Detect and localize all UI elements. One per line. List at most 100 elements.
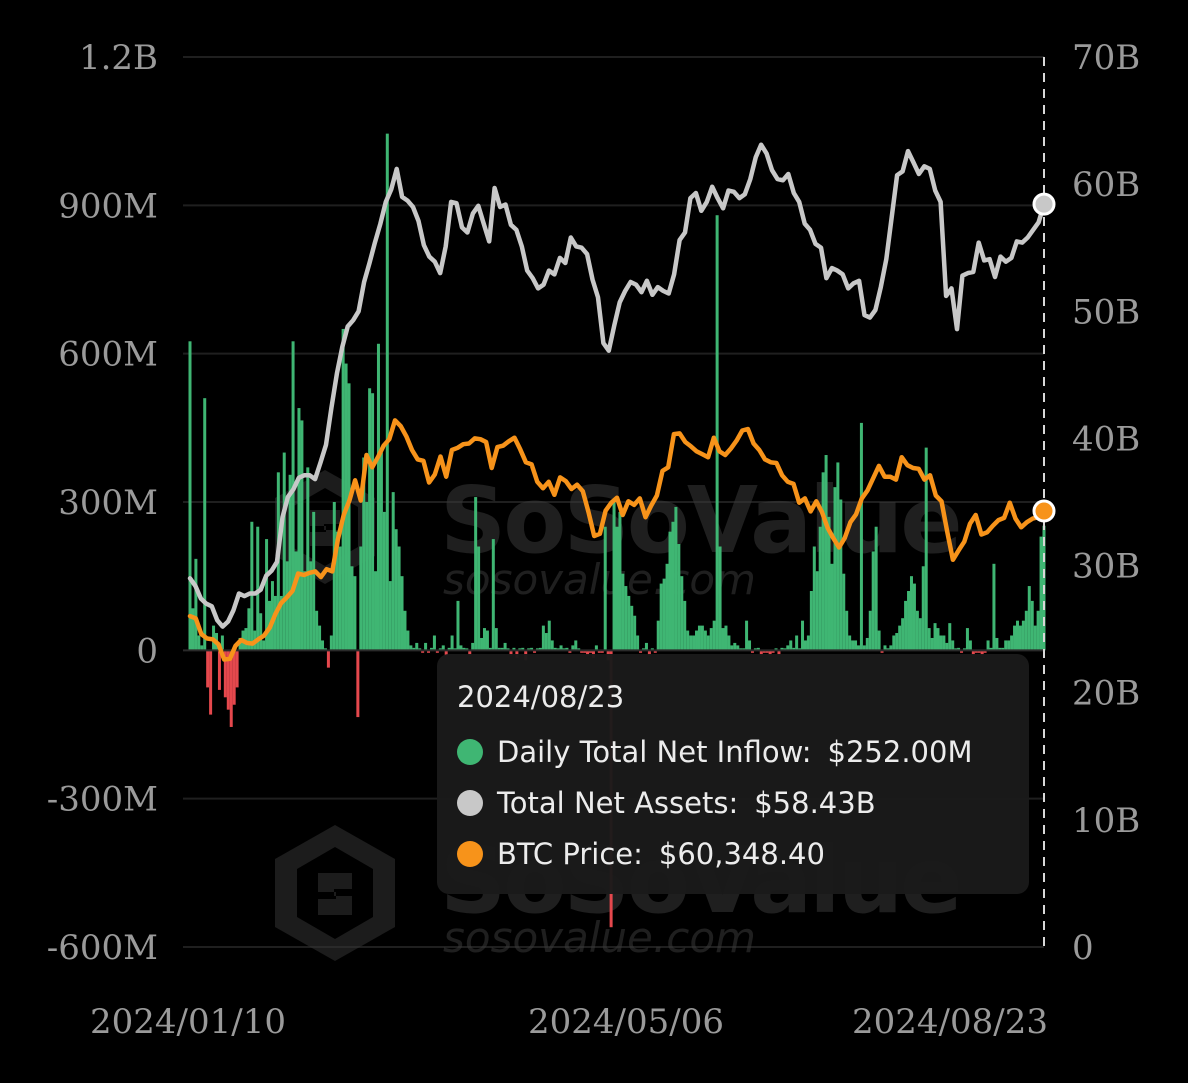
inflow-bar bbox=[786, 645, 790, 651]
inflow-bar bbox=[686, 630, 690, 651]
inflow-bar bbox=[712, 620, 716, 651]
inflow-bar bbox=[427, 650, 431, 653]
inflow-bar bbox=[921, 566, 925, 651]
inflow-bar bbox=[244, 628, 248, 651]
inflow-bar bbox=[403, 610, 407, 651]
inflow-bar bbox=[989, 647, 993, 651]
inflow-bar bbox=[824, 455, 828, 651]
net-assets-dot-icon bbox=[457, 789, 483, 816]
inflow-bar bbox=[279, 595, 283, 651]
inflow-bar bbox=[801, 620, 805, 651]
sosovalue-logo-icon bbox=[275, 825, 395, 961]
inflow-bar bbox=[306, 467, 310, 651]
inflow-bar bbox=[924, 447, 928, 651]
inflow-bar bbox=[432, 635, 436, 651]
inflow-bar bbox=[901, 618, 905, 651]
tooltip-label: Total Net Assets: bbox=[497, 785, 739, 820]
inflow-bar bbox=[624, 586, 628, 651]
inflow-bar bbox=[998, 647, 1002, 651]
inflow-bar bbox=[965, 628, 969, 651]
inflow-bar bbox=[303, 571, 307, 651]
inflow-bar bbox=[262, 640, 266, 651]
tooltip-row-net-assets: Total Net Assets: $58.43B bbox=[457, 777, 1009, 828]
inflow-bar bbox=[892, 635, 896, 651]
inflow-bar bbox=[880, 650, 884, 653]
inflow-bar bbox=[733, 642, 737, 651]
inflow-bar bbox=[874, 526, 878, 651]
inflow-bar bbox=[839, 499, 843, 651]
inflow-bar bbox=[568, 650, 572, 653]
inflow-bar bbox=[951, 640, 955, 651]
inflow-bar bbox=[580, 650, 584, 653]
inflow-bar bbox=[547, 620, 551, 651]
inflow-bar bbox=[1036, 610, 1040, 651]
inflow-bar bbox=[441, 645, 445, 651]
inflow-bar bbox=[574, 640, 578, 651]
inflow-bar bbox=[1007, 640, 1011, 651]
inflow-bar bbox=[521, 647, 525, 651]
inflow-bar bbox=[656, 620, 660, 651]
inflow-bar bbox=[335, 531, 339, 651]
inflow-bar bbox=[594, 645, 598, 651]
inflow-bar bbox=[356, 650, 360, 718]
inflow-bar bbox=[721, 628, 725, 651]
inflow-bar bbox=[812, 546, 816, 651]
tooltip-row-btc-price: BTC Price: $60,348.40 bbox=[457, 828, 1009, 879]
inflow-bar bbox=[621, 573, 625, 651]
inflow-bar bbox=[288, 474, 292, 651]
inflow-bar bbox=[703, 630, 707, 651]
hover-markers bbox=[1032, 192, 1056, 523]
inflow-bar bbox=[247, 608, 251, 651]
inflow-bar bbox=[488, 647, 492, 651]
watermark-url: sosovalue.com bbox=[443, 913, 756, 962]
inflow-bar bbox=[188, 341, 192, 651]
inflow-bar bbox=[444, 650, 448, 656]
inflow-bar bbox=[980, 650, 984, 656]
right-tick-label: 50B bbox=[1072, 292, 1140, 332]
inflow-bar bbox=[695, 630, 699, 651]
inflow-bar bbox=[671, 521, 675, 651]
inflow-bar bbox=[229, 650, 233, 727]
inflow-bar bbox=[541, 625, 545, 651]
inflow-bar bbox=[468, 650, 472, 656]
inflow-bar bbox=[748, 640, 752, 651]
inflow-bar bbox=[368, 388, 372, 651]
inflow-bar bbox=[350, 566, 354, 651]
inflow-bar bbox=[730, 645, 734, 651]
inflow-bar bbox=[1033, 625, 1037, 651]
inflow-bar bbox=[957, 647, 961, 651]
net-assets-series bbox=[187, 142, 1047, 629]
inflow-bar bbox=[382, 511, 386, 651]
inflow-bar bbox=[995, 637, 999, 651]
inflow-bar bbox=[759, 650, 763, 656]
inflow-bar bbox=[1021, 620, 1025, 651]
inflow-bar bbox=[1018, 625, 1022, 651]
inflow-bar bbox=[680, 576, 684, 651]
inflow-bar bbox=[898, 625, 902, 651]
inflow-bar bbox=[889, 645, 893, 651]
inflow-bar bbox=[724, 625, 728, 651]
inflow-bar bbox=[571, 645, 575, 651]
hover-tooltip: 2024/08/23 Daily Total Net Inflow: $252.… bbox=[437, 654, 1029, 894]
inflow-bar bbox=[294, 551, 298, 651]
inflow-bar bbox=[600, 650, 604, 653]
left-tick-label: -300M bbox=[47, 780, 158, 820]
inflow-bar bbox=[388, 581, 392, 651]
inflow-bar bbox=[397, 546, 401, 651]
x-tick-label: 2024/08/23 bbox=[852, 1002, 1048, 1042]
net-assets-line bbox=[187, 142, 1047, 629]
inflow-bar bbox=[762, 650, 766, 653]
inflow-bar bbox=[792, 647, 796, 651]
inflow-bar bbox=[983, 650, 987, 653]
inflow-bar bbox=[586, 650, 590, 656]
inflow-bar bbox=[936, 628, 940, 651]
inflow-bar bbox=[715, 215, 719, 651]
inflow-bar bbox=[400, 576, 404, 651]
inflow-bar bbox=[868, 610, 872, 651]
inflow-bar bbox=[968, 640, 972, 651]
inflow-bar bbox=[971, 650, 975, 656]
inflow-bar bbox=[309, 561, 313, 651]
watermark-url: sosovalue.com bbox=[443, 555, 756, 604]
inflow-bar bbox=[809, 591, 813, 651]
